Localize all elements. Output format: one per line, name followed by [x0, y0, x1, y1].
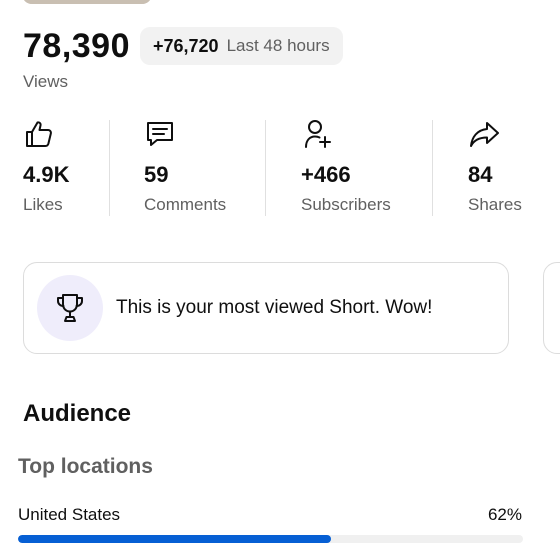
views-row: 78,390 +76,720 Last 48 hours	[23, 26, 343, 66]
audience-heading: Audience	[23, 400, 132, 427]
stat-comments[interactable]: 59 Comments	[144, 118, 226, 216]
views-count: 78,390	[23, 27, 130, 65]
top-locations-heading: Top locations	[18, 455, 153, 478]
likes-label: Likes	[23, 195, 63, 214]
achievement-text: This is your most viewed Short. Wow!	[116, 297, 433, 318]
shares-label: Shares	[468, 195, 522, 214]
share-icon	[470, 122, 499, 147]
trophy-badge	[37, 275, 103, 341]
thumbs-up-icon	[26, 121, 52, 147]
comments-count: 59	[144, 162, 169, 187]
location-bar-track	[18, 535, 523, 543]
add-person-icon	[305, 120, 331, 148]
comment-icon	[147, 122, 173, 146]
stat-shares[interactable]: 84 Shares	[468, 118, 522, 216]
views-delta-period: Last 48 hours	[226, 36, 330, 55]
location-name: United States	[18, 505, 121, 524]
short-thumbnail[interactable]	[22, 0, 152, 4]
location-bar-fill	[18, 535, 332, 543]
stat-divider	[109, 120, 110, 216]
stat-divider	[265, 120, 266, 216]
stat-divider	[432, 120, 433, 216]
shares-count: 84	[468, 162, 493, 187]
engagement-stats: 4.9K Likes 59 Comments +466 Subscribers	[0, 118, 560, 216]
trophy-icon	[57, 294, 83, 322]
views-label: Views	[23, 72, 69, 91]
comments-label: Comments	[144, 195, 227, 214]
subscribers-label: Subscribers	[301, 195, 391, 214]
likes-count: 4.9K	[23, 162, 70, 187]
subscribers-count: +466	[301, 162, 351, 187]
achievement-card[interactable]: This is your most viewed Short. Wow!	[23, 262, 509, 354]
stat-subscribers[interactable]: +466 Subscribers	[301, 118, 391, 216]
views-delta-value: +76,720	[153, 35, 219, 56]
views-delta-badge: +76,720 Last 48 hours	[140, 27, 343, 65]
location-percent: 62%	[487, 505, 522, 524]
next-card[interactable]	[543, 262, 560, 354]
stat-likes[interactable]: 4.9K Likes	[23, 118, 69, 216]
